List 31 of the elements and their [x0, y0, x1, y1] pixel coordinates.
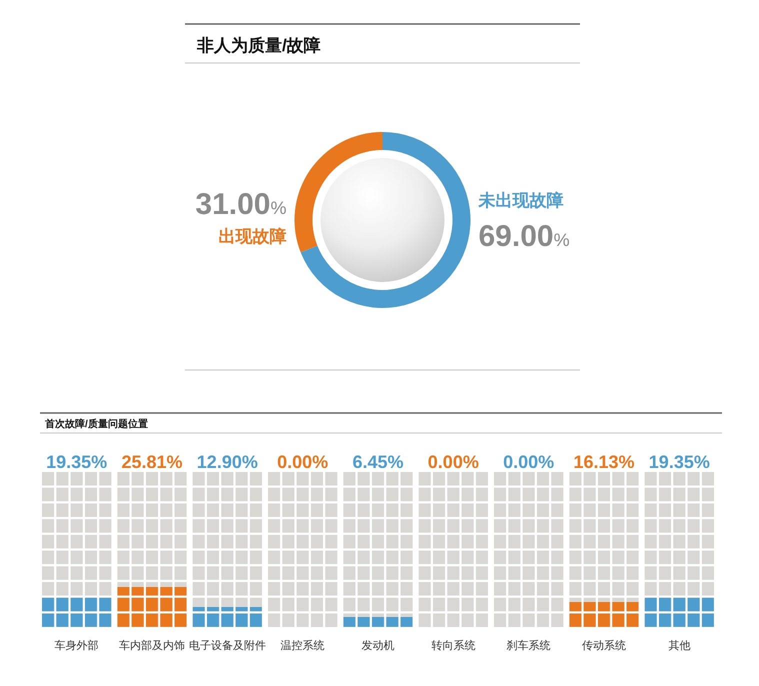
x-tick-label: 其他 [668, 639, 690, 652]
data-label: 25.81% [121, 452, 183, 472]
chart-title: 非人为质量/故障 [196, 36, 321, 55]
x-tick-label: 车身外部 [54, 639, 99, 652]
x-tick-label: 刹车系统 [506, 639, 551, 652]
data-label: 16.13% [573, 452, 635, 472]
slice-label: 出现故障 [218, 227, 286, 246]
bar [42, 597, 112, 627]
bar [117, 586, 187, 627]
x-tick-label: 温控系统 [280, 639, 325, 652]
data-label: 12.90% [196, 452, 258, 472]
bar [644, 597, 714, 627]
bar [569, 602, 639, 627]
data-label: 0.00% [277, 452, 328, 472]
x-tick-label: 传动系统 [582, 639, 626, 652]
data-label: 31.00% [195, 188, 286, 221]
donut-slice [294, 132, 382, 252]
data-label: 6.45% [352, 452, 404, 472]
data-label: 0.00% [503, 452, 554, 472]
data-label: 19.35% [46, 452, 108, 472]
data-label: 0.00% [428, 452, 479, 472]
x-tick-label: 转向系统 [431, 639, 476, 652]
chart-title: 首次故障/质量问题位置 [44, 418, 148, 430]
x-tick-label: 发动机 [362, 640, 394, 652]
donut-slice [300, 132, 470, 308]
x-tick-label: 车内部及内饰 [119, 639, 185, 652]
bar [192, 607, 262, 627]
slice-label: 未出现故障 [478, 191, 564, 210]
data-label: 19.35% [648, 452, 710, 472]
x-tick-label: 电子设备及附件 [188, 639, 266, 652]
data-label: 69.00% [478, 220, 570, 253]
